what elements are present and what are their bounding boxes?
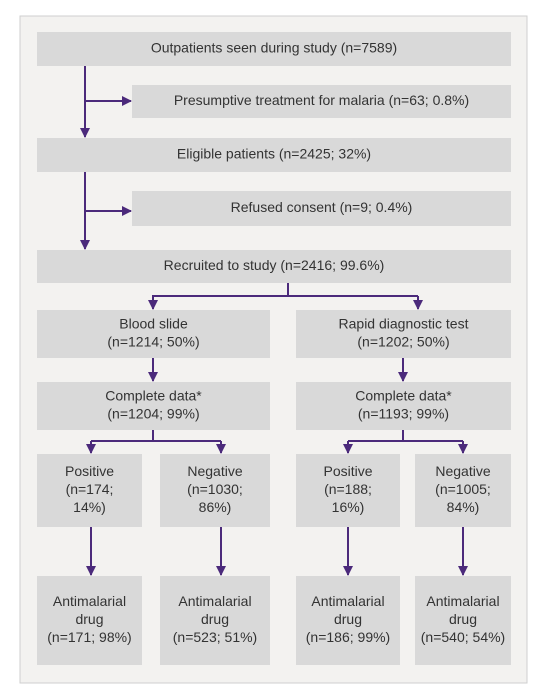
node-box: [160, 576, 270, 665]
node-label: Complete data*: [105, 388, 202, 404]
node-label: Antimalarial: [311, 593, 384, 609]
node-label: 14%): [73, 499, 106, 515]
node-label: Antimalarial: [53, 593, 126, 609]
node-label: (n=186; 99%): [306, 629, 390, 645]
connectors: [80, 66, 468, 576]
node-label: (n=1202; 50%): [357, 334, 449, 350]
node-label: (n=1193; 99%): [358, 406, 449, 422]
node-box: [132, 191, 511, 226]
node-label: (n=188;: [324, 481, 372, 497]
node-label: 86%): [199, 499, 232, 515]
node-label: drug: [334, 611, 362, 627]
node-box: [132, 85, 511, 118]
node-box: [37, 382, 270, 430]
node-box: [37, 454, 142, 527]
node-label: Presumptive treatment for malaria (n=63;…: [174, 92, 469, 108]
node-label: Positive: [323, 463, 372, 479]
node-label: (n=1030;: [187, 481, 243, 497]
node-box: [296, 310, 511, 358]
node-label: Blood slide: [119, 316, 188, 332]
node-label: Recruited to study (n=2416; 99.6%): [164, 257, 385, 273]
node-label: Outpatients seen during study (n=7589): [151, 40, 397, 56]
node-label: (n=1214; 50%): [107, 334, 199, 350]
node-label: (n=540; 54%): [421, 629, 505, 645]
node-box: [296, 382, 511, 430]
node-label: Negative: [435, 463, 490, 479]
node-label: (n=1005;: [435, 481, 491, 497]
node-box: [37, 138, 511, 172]
node-label: (n=174;: [66, 481, 114, 497]
node-label: Positive: [65, 463, 114, 479]
node-label: (n=523; 51%): [173, 629, 257, 645]
node-label: Antimalarial: [426, 593, 499, 609]
boxes: Outpatients seen during study (n=7589) Pr…: [37, 32, 511, 665]
node-box: [37, 310, 270, 358]
node-label: 84%): [447, 499, 480, 515]
node-label: (n=1204; 99%): [107, 406, 199, 422]
node-label: Eligible patients (n=2425; 32%): [177, 146, 371, 162]
node-box: [415, 576, 511, 665]
node-label: Negative: [187, 463, 242, 479]
node-box: [296, 576, 400, 665]
node-label: 16%): [332, 499, 365, 515]
node-label: Refused consent (n=9; 0.4%): [231, 199, 413, 215]
node-label: Complete data*: [355, 388, 452, 404]
node-box: [37, 250, 511, 283]
node-box: [296, 454, 400, 527]
node-label: Antimalarial: [178, 593, 251, 609]
node-box: [37, 32, 511, 66]
node-label: drug: [201, 611, 229, 627]
node-label: drug: [75, 611, 103, 627]
node-box: [160, 454, 270, 527]
node-label: (n=171; 98%): [47, 629, 131, 645]
node-box: [415, 454, 511, 527]
node-label: drug: [449, 611, 477, 627]
node-label: Rapid diagnostic test: [339, 316, 469, 332]
node-box: [37, 576, 142, 665]
